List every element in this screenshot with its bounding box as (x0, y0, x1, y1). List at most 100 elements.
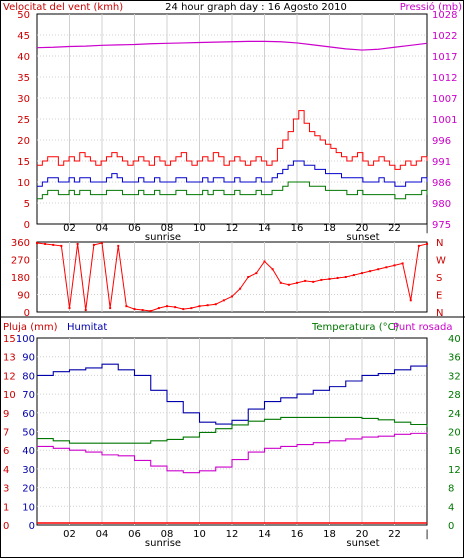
rain-tick-label: 3 (3, 484, 9, 495)
wind-direction-point (247, 276, 250, 278)
wind-direction-point (320, 278, 323, 281)
x-tick-label-end: | (425, 529, 428, 540)
x-tick-label: 04 (96, 223, 109, 234)
y-tick-label: 24 (448, 409, 461, 420)
x-tick-label: 20 (356, 529, 369, 540)
rain-tick-label: 10 (3, 390, 16, 401)
rain-tick-label: 12 (3, 371, 16, 382)
y-tick-label: 980 (432, 199, 451, 210)
panel3-x-ticks: 02 04 06 08 10 12 14 16 18 20 22 | (63, 529, 429, 540)
wind-direction-point (377, 268, 380, 271)
x-tick-label: 02 (63, 223, 76, 234)
rain-axis-label: Pluja (mm) (3, 322, 58, 333)
wind-direction-point (117, 244, 120, 247)
x-tick-label: 08 (161, 529, 174, 540)
panel3-sunset-label: sunset (346, 538, 379, 549)
wind-direction-point (369, 270, 372, 273)
x-tick-label: 04 (96, 529, 109, 540)
y-tick-label: 1007 (432, 94, 457, 105)
y-tick-label: 0 (448, 521, 454, 532)
wind-direction-point (361, 272, 363, 275)
y-tick-label: 1012 (432, 73, 457, 84)
humidity-tick-label: 30 (22, 465, 35, 476)
y-tick-label: 40 (17, 52, 30, 63)
y-tick-label: 20 (448, 428, 461, 439)
y-tick-label: 1001 (432, 115, 457, 126)
wind-direction-point (401, 262, 404, 265)
wind-axis-label: Velocitat del vent (kmh) (3, 2, 123, 13)
rain-tick-label: 7 (3, 428, 9, 439)
y-tick-label: 360 (11, 238, 30, 249)
wind-direction-point (279, 281, 282, 284)
humidity-tick-label: 100 (16, 334, 35, 345)
wind-direction-point (222, 299, 225, 302)
wind-direction-point (182, 308, 185, 311)
y-tick-label: 45 (17, 31, 30, 42)
y-tick-label: 996 (432, 136, 451, 147)
wind-direction-point (393, 264, 396, 267)
wind-direction-point (141, 309, 144, 312)
y-tick-label: N (436, 308, 443, 319)
x-tick-label: 18 (323, 529, 336, 540)
y-tick-label: 25 (17, 115, 30, 126)
panel1-right-ticks: 975 980 986 991 996 1001 1007 1012 1017 1022 1028 (432, 10, 457, 231)
wind-direction-point (68, 307, 71, 310)
dewpoint-line (37, 432, 428, 474)
y-tick-label: 36 (448, 353, 461, 364)
rain-tick-label: 4 (3, 465, 9, 476)
wind-direction-point (174, 306, 177, 309)
wind-direction-point (133, 308, 136, 311)
chart-title: 24 hour graph day : 16 Agosto 2010 (165, 2, 347, 13)
wind-direction-point (417, 244, 420, 247)
wind-direction-point (157, 307, 160, 310)
wind-direction-point (409, 299, 412, 302)
y-tick-label: 270 (11, 256, 30, 267)
x-tick-label: 22 (388, 223, 401, 234)
panel3-sunrise-label: sunrise (145, 538, 181, 549)
wind-direction-point (125, 305, 128, 308)
humidity-tick-label: 10 (22, 502, 35, 513)
wind-direction-point (336, 276, 339, 279)
wind-direction-point (344, 276, 347, 278)
panel1-sunrise-label: sunrise (145, 232, 181, 243)
wind-direction-point (287, 283, 290, 286)
rain-tick-label: 6 (3, 446, 9, 457)
wind-direction-point (255, 272, 258, 275)
wind-direction-point (352, 274, 355, 277)
temperature-line (37, 416, 428, 444)
rain-tick-label: 15 (3, 334, 16, 345)
y-tick-label: N (436, 238, 443, 249)
y-tick-label: 16 (448, 446, 461, 457)
y-tick-label: 28 (448, 390, 461, 401)
humidity-tick-label: 60 (22, 409, 35, 420)
humidity-tick-label: 20 (22, 484, 35, 495)
x-tick-label: 14 (258, 223, 271, 234)
wind-direction-point (263, 260, 266, 263)
y-tick-label: 32 (448, 371, 461, 382)
y-tick-label: 40 (448, 334, 461, 345)
panel2-left-ticks: 0 90 180 270 360 (11, 238, 30, 319)
wind-direction-point (36, 241, 38, 244)
x-tick-label: 08 (161, 223, 174, 234)
x-tick-label-end: | (425, 223, 428, 234)
wind-direction-point (271, 268, 274, 271)
y-tick-label: 986 (432, 178, 451, 189)
humidity-line (37, 363, 428, 425)
wind-direction-point (101, 241, 103, 244)
humidity-temperature-panel: Pluja (mm) Humitat Temperatura (°C) Punt… (3, 322, 461, 549)
y-tick-label: 975 (432, 220, 451, 231)
y-tick-label: E (436, 291, 442, 302)
x-tick-label: 06 (128, 223, 141, 234)
average-wind-line (37, 160, 428, 187)
rain-tick-label: 0 (3, 521, 9, 532)
x-tick-label: 12 (226, 223, 239, 234)
y-tick-label: 180 (11, 273, 30, 284)
panel1-series (36, 40, 428, 200)
x-tick-label: 02 (63, 529, 76, 540)
y-tick-label: 1022 (432, 31, 457, 42)
y-tick-label: 0 (24, 308, 30, 319)
y-tick-label: 8 (448, 484, 454, 495)
panel1-sunset-label: sunset (346, 232, 379, 243)
